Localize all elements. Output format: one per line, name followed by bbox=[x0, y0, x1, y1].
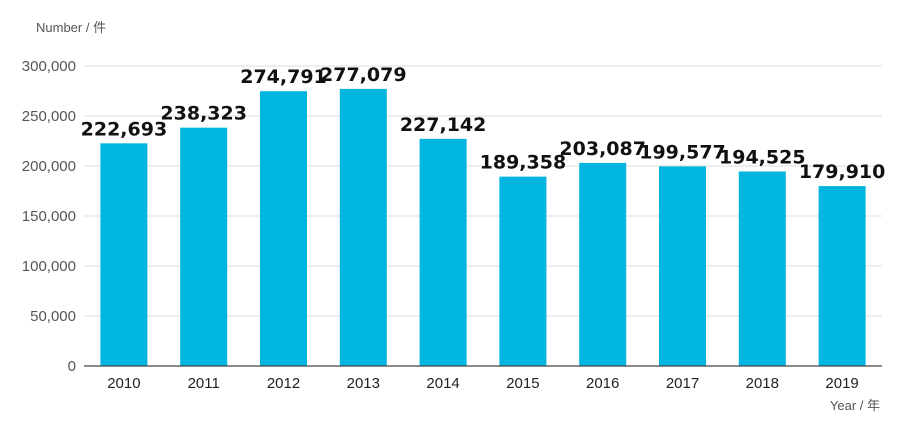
y-axis-label: Number / 件 bbox=[36, 20, 106, 35]
bar-2014 bbox=[419, 138, 467, 366]
y-tick-label: 100,000 bbox=[22, 258, 76, 275]
bar-2017 bbox=[659, 166, 706, 366]
y-tick-layer: 0 50,000 100,000 150,000 200,000 250,000 300,0… bbox=[22, 58, 76, 375]
y-tick-label: 300,000 bbox=[22, 58, 76, 75]
bar-2012 bbox=[260, 91, 307, 367]
x-axis-label: Year / 年 bbox=[830, 398, 880, 413]
bar-2016 bbox=[579, 162, 627, 366]
y-tick-label: 250,000 bbox=[22, 108, 76, 125]
data-label-2011: 238,323 bbox=[160, 103, 247, 125]
x-tick-label-2011: 2011 bbox=[188, 375, 220, 392]
x-tick-label-2014: 2014 bbox=[426, 375, 459, 392]
bar-layer bbox=[100, 88, 866, 367]
data-label-2017: 199,577 bbox=[639, 141, 726, 163]
x-tick-label-2019: 2019 bbox=[825, 375, 858, 392]
x-tick-label-2010: 2010 bbox=[107, 375, 140, 392]
data-label-2014: 227,142 bbox=[400, 114, 487, 136]
data-label-2010: 222,693 bbox=[81, 118, 168, 140]
bar-2010 bbox=[100, 143, 148, 366]
data-label-2012: 274,791 bbox=[240, 66, 327, 88]
bar-2018 bbox=[738, 171, 786, 366]
x-tick-label-2015: 2015 bbox=[506, 375, 539, 392]
data-label-2019: 179,910 bbox=[799, 161, 886, 183]
x-tick-layer: 2010 2011 2012 2013 2014 2015 2016 2017 2018 2019 bbox=[107, 375, 859, 392]
y-tick-label: 50,000 bbox=[30, 308, 76, 325]
x-tick-label-2016: 2016 bbox=[586, 375, 619, 392]
bar-2013 bbox=[339, 88, 387, 367]
y-tick-label: 0 bbox=[68, 358, 76, 375]
x-tick-label-2018: 2018 bbox=[746, 375, 779, 392]
bar-2015 bbox=[499, 176, 547, 366]
x-tick-label-2012: 2012 bbox=[267, 375, 300, 392]
x-tick-label-2013: 2013 bbox=[347, 375, 380, 392]
bar-2019 bbox=[818, 186, 866, 366]
data-label-2018: 194,525 bbox=[719, 146, 806, 168]
data-label-2015: 189,358 bbox=[480, 152, 567, 174]
x-tick-label-2017: 2017 bbox=[666, 375, 699, 392]
data-label-2013: 277,079 bbox=[320, 64, 407, 86]
data-label-2016: 203,087 bbox=[559, 138, 646, 160]
y-tick-label: 150,000 bbox=[22, 208, 76, 225]
bar-2011 bbox=[180, 127, 228, 366]
y-tick-label: 200,000 bbox=[22, 158, 76, 175]
